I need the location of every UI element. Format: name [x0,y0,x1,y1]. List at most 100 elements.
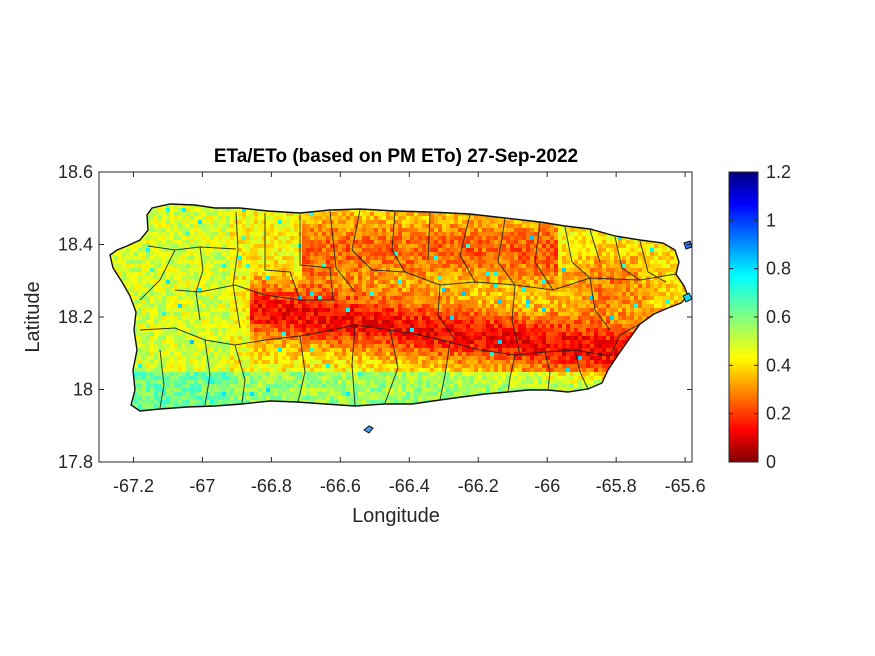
heat-cell [406,328,411,333]
heat-cell [426,320,431,325]
heat-cell [450,328,455,333]
heat-cell [542,268,547,273]
heat-cell [322,260,327,265]
heat-cell [642,260,647,265]
heat-cell [142,252,147,257]
heat-cell [626,252,631,257]
heat-cell [174,276,179,281]
heat-cell [458,304,463,309]
heat-cell [418,304,423,309]
heat-cell [150,292,155,297]
heat-cell [398,288,403,293]
heat-cell [450,268,455,273]
heat-cell [314,216,319,221]
heat-cell [134,252,139,257]
heat-cell [278,232,283,237]
heat-cell [414,280,419,285]
heat-cell [110,256,115,261]
heat-cell [150,320,155,325]
heat-cell [314,232,319,237]
heat-cell [322,264,327,269]
heat-cell [222,296,227,301]
heat-cell [390,276,395,281]
heat-cell [270,216,275,221]
heat-cell [410,292,415,297]
heat-cell [318,312,323,317]
heat-cell [210,252,215,257]
heat-cell [334,244,339,249]
heat-cell [270,220,275,225]
heat-cell [150,280,155,285]
heat-cell [602,232,607,237]
heat-cell [538,224,543,229]
heat-cell [350,252,355,257]
heat-cell [258,324,263,329]
heat-cell [650,248,655,253]
heat-cell [550,296,555,301]
heat-cell [430,304,435,309]
heat-cell [262,272,267,277]
heat-cell [286,320,291,325]
heat-cell [426,300,431,305]
heat-cell [302,316,307,321]
heat-cell [198,240,203,245]
heat-cell [414,244,419,249]
heat-cell [178,208,183,213]
heat-cell [370,252,375,257]
heat-cell [326,324,331,329]
heat-cell [530,236,535,241]
heat-cell [206,208,211,213]
heat-cell [346,264,351,269]
heat-cell [318,300,323,305]
heat-cell [598,312,603,317]
heat-cell [214,288,219,293]
heat-cell [378,224,383,229]
heat-cell [362,284,367,289]
heat-cell [202,284,207,289]
heat-cell [542,236,547,241]
heat-cell [526,252,531,257]
heat-cell [618,304,623,309]
heat-cell [554,320,559,325]
heat-cell [238,308,243,313]
heat-cell [178,280,183,285]
heat-cell [318,308,323,313]
heat-cell [598,252,603,257]
heat-cell [298,284,303,289]
heat-cell [194,272,199,277]
heat-cell [638,312,643,317]
heat-cell [210,316,215,321]
heat-cell [622,324,627,329]
heat-cell [514,264,519,269]
heat-cell [658,284,663,289]
heat-cell [314,308,319,313]
heat-cell [670,256,675,261]
heat-cell [330,280,335,285]
heat-cell [318,264,323,269]
heat-cell [538,276,543,281]
heat-cell [306,236,311,241]
heat-cell [246,320,251,325]
heat-cell [578,244,583,249]
heat-cell [394,224,399,229]
heat-cell [350,208,355,213]
heat-cell [150,240,155,245]
heat-cell [186,220,191,225]
heat-cell [282,260,287,265]
heat-cell [630,260,635,265]
heat-cell [218,244,223,249]
heat-cell [158,312,163,317]
heat-cell [190,304,195,309]
heat-cell [598,304,603,309]
heat-cell [534,312,539,317]
heat-cell [510,264,515,269]
heat-cell [226,228,231,233]
heat-cell [434,308,439,313]
heat-cell [286,316,291,321]
heat-cell [318,232,323,237]
heat-cell [254,248,259,253]
heat-cell [446,232,451,237]
heat-cell [194,304,199,309]
heat-cell [446,280,451,285]
heat-cell [342,324,347,329]
